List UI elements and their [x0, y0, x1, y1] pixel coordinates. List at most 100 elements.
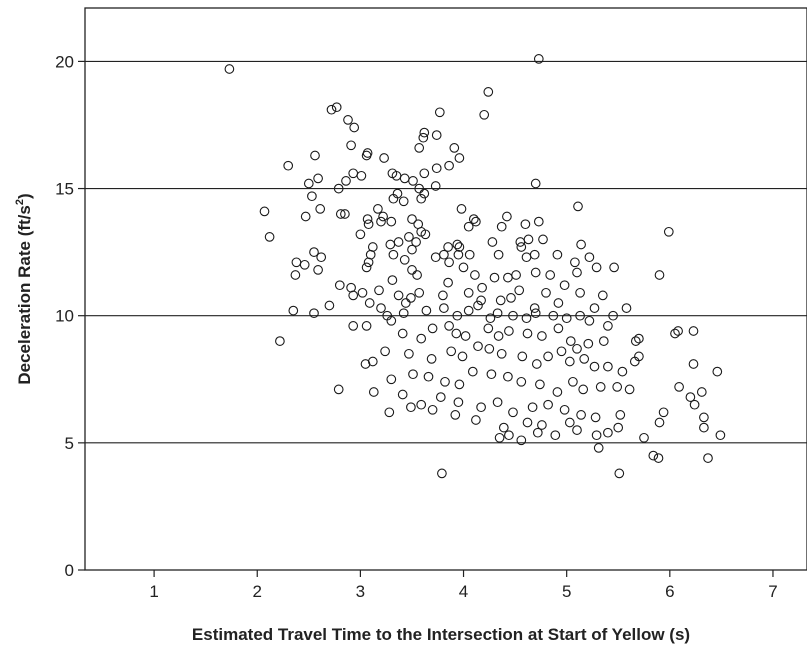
data-point-178 [583, 338, 594, 349]
data-point-195 [543, 351, 553, 362]
x-tick-label-4: 4 [459, 582, 468, 601]
data-point-168 [451, 328, 462, 339]
data-point-85 [365, 249, 376, 260]
data-point-66 [355, 229, 366, 240]
data-point-234 [508, 407, 518, 418]
data-point-224 [696, 387, 707, 397]
data-point-64 [496, 221, 507, 232]
data-point-12 [346, 140, 356, 151]
y-tick-label-15: 15 [55, 180, 74, 199]
data-point-245 [406, 402, 416, 413]
data-point-144 [421, 305, 432, 316]
data-point-243 [699, 412, 709, 423]
data-point-131 [495, 295, 506, 306]
data-point-125 [393, 290, 404, 301]
data-point-194 [531, 359, 542, 369]
data-point-233 [492, 397, 503, 408]
y-tick-label-5: 5 [65, 434, 74, 453]
data-point-206 [386, 374, 397, 385]
data-point-219 [595, 382, 606, 392]
data-point-197 [564, 356, 575, 367]
data-point-27 [303, 178, 314, 189]
data-point-98 [591, 262, 602, 273]
x-tick-label-7: 7 [768, 582, 777, 601]
y-tick-label-20: 20 [55, 52, 74, 71]
data-point-47 [419, 188, 430, 199]
data-point-225 [712, 366, 723, 377]
data-point-175 [553, 323, 564, 334]
data-point-232 [476, 402, 486, 413]
data-point-199 [589, 361, 600, 372]
data-point-128 [438, 290, 448, 301]
data-point-190 [473, 341, 483, 352]
data-point-112 [458, 262, 469, 273]
data-point-102 [309, 247, 319, 257]
data-point-43 [340, 209, 350, 219]
data-point-183 [275, 336, 285, 346]
data-point-250 [522, 417, 533, 428]
data-point-276 [514, 285, 525, 296]
data-point-213 [503, 371, 513, 382]
data-point-6 [479, 109, 490, 120]
data-point-226 [333, 384, 344, 395]
data-point-11 [431, 130, 442, 140]
data-point-229 [416, 399, 427, 410]
data-point-281 [589, 303, 600, 313]
data-point-33 [530, 178, 541, 189]
data-point-203 [634, 351, 644, 362]
data-point-44 [388, 193, 399, 204]
data-point-163 [386, 315, 397, 326]
data-point-259 [494, 432, 505, 443]
data-point-86 [388, 249, 399, 260]
data-point-201 [617, 366, 628, 377]
axis-ticks: 1 2 3 4 5 6 7 0 5 10 15 20 [55, 52, 778, 601]
data-point-40 [335, 209, 346, 219]
data-point-222 [674, 382, 684, 392]
data-point-146 [452, 310, 463, 321]
data-point-153 [548, 310, 559, 321]
data-point-106 [313, 265, 323, 275]
data-point-253 [603, 427, 613, 438]
data-point-30 [399, 173, 410, 184]
data-point-170 [483, 323, 494, 334]
data-point-116 [511, 270, 521, 280]
data-point-35 [414, 183, 425, 194]
data-point-49 [573, 201, 583, 212]
data-point-272 [364, 298, 375, 308]
data-point-196 [556, 346, 567, 357]
data-point-251 [537, 420, 547, 430]
data-point-139 [309, 308, 319, 319]
data-point-215 [535, 379, 545, 390]
data-point-133 [541, 287, 551, 298]
data-point-135 [575, 287, 585, 298]
data-point-240 [615, 410, 626, 420]
data-point-218 [578, 384, 589, 395]
data-point-248 [471, 415, 481, 425]
data-point-150 [508, 310, 518, 321]
data-point-138 [288, 305, 299, 316]
data-point-63 [533, 216, 544, 227]
y-tick-label-10: 10 [55, 307, 74, 326]
data-point-129 [463, 287, 474, 298]
data-point-279 [473, 300, 483, 311]
data-point-91 [453, 249, 464, 260]
x-tick-label-6: 6 [665, 582, 674, 601]
data-point-110 [407, 265, 417, 275]
data-point-180 [630, 336, 641, 346]
data-point-80 [516, 242, 527, 252]
data-point-126 [406, 293, 416, 303]
data-point-186 [404, 348, 414, 359]
y-axis-title-tail: ) [15, 193, 34, 199]
data-point-264 [572, 425, 582, 435]
data-point-113 [470, 270, 480, 280]
data-point-176 [565, 336, 576, 346]
data-point-52 [362, 214, 373, 224]
data-point-161 [348, 321, 359, 331]
data-point-127 [414, 287, 425, 298]
data-point-141 [376, 303, 386, 313]
data-point-200 [603, 361, 613, 372]
x-tick-label-3: 3 [356, 582, 365, 601]
data-point-134 [553, 298, 564, 308]
data-point-198 [579, 354, 590, 364]
data-point-60 [502, 211, 512, 222]
